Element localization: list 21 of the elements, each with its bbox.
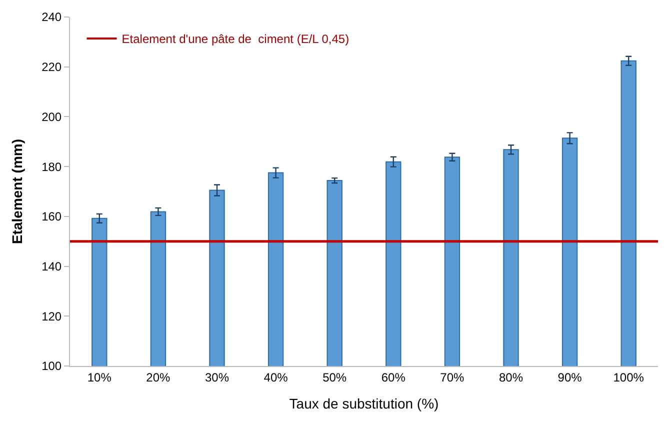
y-tick-label: 140	[42, 259, 62, 274]
x-tick-label: 70%	[440, 370, 465, 384]
y-tick-label: 120	[42, 309, 62, 324]
x-axis-title: Taux de substitution (%)	[289, 396, 439, 412]
legend-label: Etalement d'une pâte de ciment (E/L 0,45)	[122, 32, 350, 46]
x-tick-label: 40%	[264, 370, 288, 384]
x-tick-label: 30%	[204, 370, 230, 384]
x-tick-label: 10%	[87, 370, 112, 384]
x-tick-label: 100%	[613, 370, 644, 384]
y-axis-title: Etalement (mm)	[9, 138, 26, 244]
x-tick-label: 60%	[381, 370, 406, 384]
y-tick-label: 180	[42, 160, 62, 174]
y-tick-label: 100	[42, 359, 62, 374]
y-tick-label: 200	[42, 110, 62, 124]
y-tick-label: 240	[42, 10, 62, 24]
y-tick-label: 160	[42, 210, 62, 224]
x-tick-label: 80%	[498, 370, 524, 384]
y-tick-label: 220	[42, 60, 62, 74]
x-tick-label: 20%	[146, 370, 171, 384]
x-tick-label: 90%	[558, 370, 582, 384]
x-tick-label: 50%	[322, 370, 347, 384]
